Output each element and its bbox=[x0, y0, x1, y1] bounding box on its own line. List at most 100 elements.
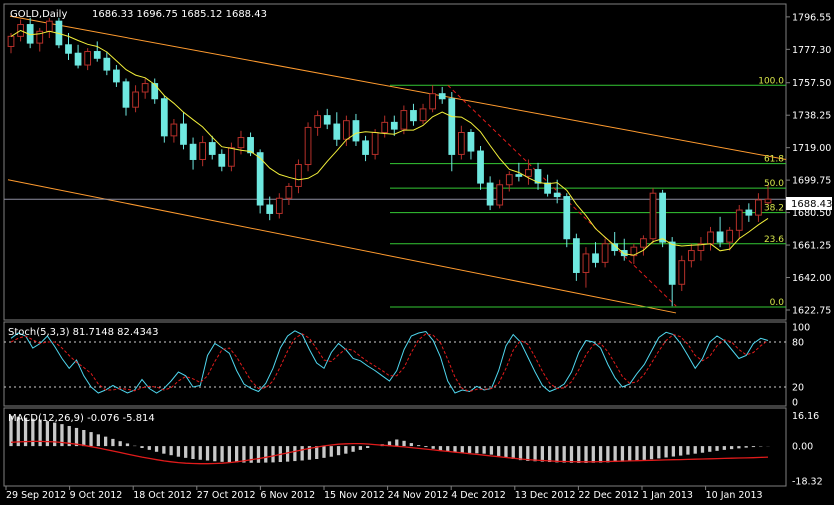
bull-candle bbox=[764, 198, 772, 204]
bull-candle bbox=[199, 142, 207, 160]
bear-candle bbox=[611, 243, 619, 252]
bear-candle bbox=[572, 238, 580, 273]
channel-lower-line bbox=[7, 179, 677, 314]
price-tick-label: 1661.25 bbox=[792, 241, 831, 252]
bull-candle bbox=[304, 126, 312, 166]
symbol-title: GOLD,Daily bbox=[10, 9, 67, 20]
price-tick-label: 1757.50 bbox=[792, 78, 831, 89]
bear-candle bbox=[151, 83, 159, 100]
bear-candle bbox=[592, 253, 599, 263]
price-tick-label: 1699.75 bbox=[792, 176, 831, 187]
bear-candle bbox=[390, 121, 398, 130]
bull-candle bbox=[735, 209, 743, 231]
bull-candle bbox=[170, 123, 178, 137]
bull-candle bbox=[275, 197, 283, 214]
date-tick-label: 1 Jan 2013 bbox=[642, 490, 693, 501]
price-tick-label: 1680.50 bbox=[792, 208, 831, 219]
bear-candle bbox=[410, 110, 417, 122]
macd-tick-label: 16.16 bbox=[792, 411, 819, 422]
date-axis: 29 Sep 2012 9 Oct 2012 18 Oct 2012 27 Oct 2… bbox=[5, 486, 763, 501]
date-tick-label: 6 Nov 2012 bbox=[260, 490, 315, 501]
bull-candle bbox=[640, 238, 647, 248]
bear-candle bbox=[544, 182, 551, 194]
stoch-tick-label: 0 bbox=[792, 398, 798, 409]
price-tick-label: 1642.00 bbox=[792, 273, 831, 284]
fib-trend-dashed-line bbox=[447, 84, 677, 307]
fib-level-label: 38.2 bbox=[764, 204, 784, 214]
price-panel-frame bbox=[3, 3, 787, 321]
bull-candle bbox=[429, 93, 436, 110]
bull-candle bbox=[505, 174, 513, 186]
bull-candle bbox=[496, 184, 504, 206]
bull-candle bbox=[525, 169, 532, 177]
fib-level-label: 0.0 bbox=[770, 298, 785, 308]
stoch-panel[interactable]: Stoch(5,3,3) 81.7148 82.4343 100 80 20 0 bbox=[3, 321, 810, 409]
bear-candle bbox=[448, 98, 456, 155]
bear-candle bbox=[266, 204, 274, 214]
moving-average-line bbox=[10, 29, 769, 256]
bear-candle bbox=[103, 57, 111, 71]
date-tick-label: 22 Dec 2012 bbox=[578, 490, 639, 501]
bear-candle bbox=[553, 192, 561, 198]
bull-candle bbox=[687, 250, 695, 262]
date-tick-label: 27 Oct 2012 bbox=[197, 490, 256, 501]
bear-candle bbox=[477, 150, 484, 184]
bear-candle bbox=[362, 140, 369, 155]
bear-candle bbox=[352, 120, 360, 142]
macd-axis: 16.16 0.00 -18.32 bbox=[792, 411, 823, 487]
price-panel[interactable]: GOLD,Daily 1686.33 1696.75 1685.12 1688.… bbox=[3, 3, 832, 321]
bull-candle bbox=[400, 110, 408, 130]
bear-candle bbox=[486, 182, 494, 206]
bear-candle bbox=[716, 231, 724, 243]
bear-candle bbox=[160, 98, 168, 137]
bear-candle bbox=[438, 93, 446, 100]
bull-candle bbox=[45, 20, 53, 32]
bear-candle bbox=[563, 196, 571, 240]
ohlc-values: 1686.33 1696.75 1685.12 1688.43 bbox=[92, 9, 267, 20]
date-tick-label: 4 Dec 2012 bbox=[451, 490, 506, 501]
bull-candle bbox=[649, 192, 657, 240]
bear-candle bbox=[745, 209, 753, 216]
bull-candle bbox=[457, 131, 465, 155]
price-tick-label: 1719.00 bbox=[792, 143, 831, 154]
price-tick-label: 1777.30 bbox=[792, 45, 831, 56]
bear-candle bbox=[467, 131, 475, 152]
bull-candle bbox=[419, 108, 427, 122]
price-axis: 1796.55 1777.30 1757.50 1738.25 1719.00 1699.… bbox=[786, 12, 831, 316]
stoch-tick-label: 20 bbox=[792, 383, 804, 394]
bull-candle bbox=[237, 137, 245, 149]
bull-candle bbox=[36, 30, 44, 44]
date-tick-label: 13 Dec 2012 bbox=[515, 490, 576, 501]
bear-candle bbox=[620, 250, 628, 257]
stoch-axis: 100 80 20 0 bbox=[792, 323, 810, 409]
date-tick-label: 9 Oct 2012 bbox=[70, 490, 123, 501]
macd-signal-line bbox=[10, 440, 769, 465]
bull-candle bbox=[582, 253, 590, 273]
price-tick-label: 1738.25 bbox=[792, 111, 831, 122]
date-tick-label: 15 Nov 2012 bbox=[324, 490, 385, 501]
bull-candle bbox=[285, 185, 293, 199]
fib-level-label: 61.8 bbox=[764, 155, 784, 165]
stoch-panel-frame bbox=[3, 321, 787, 407]
fib-level-label: 100.0 bbox=[758, 76, 784, 86]
bull-candle bbox=[678, 260, 686, 285]
current-price-box bbox=[786, 197, 832, 210]
bear-candle bbox=[113, 69, 120, 83]
bear-candle bbox=[256, 152, 264, 206]
macd-panel[interactable]: MACD(12,26,9) -0.076 -5.814 16.16 0.00 -18… bbox=[3, 407, 823, 487]
fib-labels: 100.0 61.8 50.0 38.2 23.6 0.0 bbox=[758, 76, 784, 308]
stoch-tick-label: 80 bbox=[792, 338, 804, 349]
bull-candle bbox=[314, 115, 322, 128]
bull-candle bbox=[132, 91, 139, 108]
bear-candle bbox=[180, 123, 187, 145]
bear-candle bbox=[218, 153, 226, 167]
date-tick-label: 10 Jan 2013 bbox=[706, 490, 763, 501]
bear-candle bbox=[122, 81, 130, 108]
macd-label: MACD(12,26,9) -0.076 -5.814 bbox=[8, 413, 155, 424]
bull-candle bbox=[726, 229, 734, 243]
bull-candle bbox=[707, 231, 714, 245]
date-tick-label: 24 Nov 2012 bbox=[388, 490, 449, 501]
bear-candle bbox=[65, 44, 72, 54]
macd-tick-label: -18.32 bbox=[792, 476, 823, 487]
